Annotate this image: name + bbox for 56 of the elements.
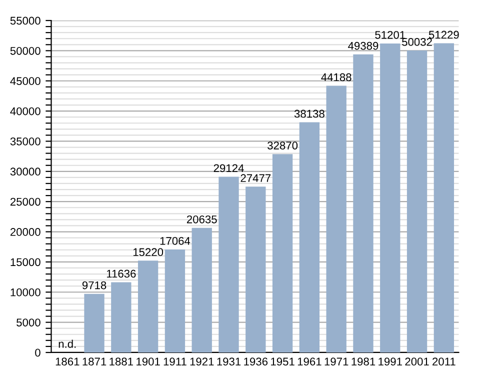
y-tick-label: 40000 bbox=[10, 107, 40, 116]
x-tick-label: 2011 bbox=[432, 358, 456, 366]
x-tick-label: 1971 bbox=[324, 358, 348, 366]
bar bbox=[111, 282, 132, 352]
text: n.d. bbox=[58, 340, 76, 348]
y-tick-label: 20000 bbox=[10, 228, 40, 236]
bar bbox=[380, 43, 400, 352]
bar bbox=[406, 50, 428, 352]
data-label: 51229 bbox=[428, 30, 459, 39]
data-label: 38138 bbox=[294, 110, 324, 118]
bar bbox=[218, 176, 239, 352]
bar bbox=[299, 122, 320, 352]
y-tick-label: 55000 bbox=[10, 16, 40, 25]
data-label: 9718 bbox=[82, 281, 106, 290]
x-tick-label: 1961 bbox=[298, 358, 322, 366]
bar bbox=[326, 86, 346, 352]
x-tick-label: 2001 bbox=[405, 358, 429, 366]
x-tick-label: 1901 bbox=[136, 358, 160, 366]
data-label: 32870 bbox=[268, 142, 298, 150]
x-tick-label: 1936 bbox=[244, 358, 268, 366]
y-tick-label: 35000 bbox=[10, 138, 40, 146]
bar bbox=[272, 154, 293, 352]
data-label: 27477 bbox=[240, 174, 271, 182]
y-tick-label: 10000 bbox=[10, 288, 40, 296]
data-label: 29124 bbox=[214, 164, 244, 172]
y-tick-label: 25000 bbox=[10, 198, 40, 206]
data-label: 50032 bbox=[402, 38, 432, 46]
bar bbox=[192, 228, 212, 352]
y-tick-label: 30000 bbox=[10, 168, 40, 176]
y-tick-label: 5000 bbox=[16, 318, 40, 326]
data-label: 51201 bbox=[375, 30, 406, 39]
y-tick-label: 0 bbox=[35, 348, 40, 357]
y-tick-label: 15000 bbox=[10, 258, 40, 266]
bar bbox=[84, 294, 104, 352]
x-tick-label: 1881 bbox=[110, 358, 133, 366]
data-label: 20635 bbox=[186, 215, 217, 224]
bar bbox=[353, 54, 374, 352]
y-tick-label: 45000 bbox=[10, 77, 40, 86]
data-label: 44188 bbox=[321, 73, 352, 82]
bar bbox=[434, 43, 454, 352]
x-tick-label: 1931 bbox=[217, 358, 241, 366]
x-tick-label: 1911 bbox=[164, 358, 186, 366]
x-tick-label: 1981 bbox=[352, 358, 376, 366]
x-tick-label: 1871 bbox=[82, 358, 106, 366]
x-tick-label: 1951 bbox=[271, 358, 294, 366]
data-label: 15220 bbox=[133, 248, 164, 256]
x-tick-label: 1991 bbox=[378, 358, 402, 366]
bar bbox=[138, 260, 158, 352]
data-label: 17064 bbox=[160, 237, 190, 245]
bar bbox=[164, 249, 186, 352]
x-tick-label: 1921 bbox=[190, 358, 214, 366]
bar bbox=[246, 186, 266, 352]
data-label: 11636 bbox=[106, 270, 136, 278]
data-label: 49389 bbox=[348, 42, 378, 50]
y-tick-label: 50000 bbox=[10, 46, 40, 55]
x-tick-label: 1861 bbox=[56, 358, 80, 366]
